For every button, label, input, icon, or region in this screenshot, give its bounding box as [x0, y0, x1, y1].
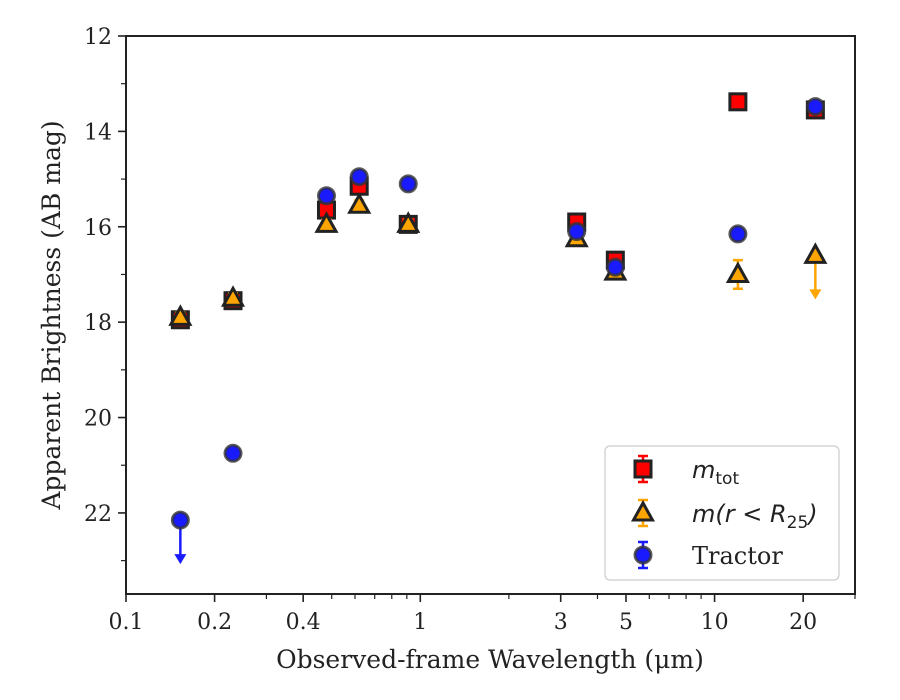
data-point-triangle	[168, 304, 193, 326]
legend: mtot m(r < R25) Tractor	[604, 445, 840, 581]
x-tick-label: 5	[619, 610, 633, 635]
x-axis-title: Observed-frame Wavelength (μm)	[276, 645, 704, 674]
data-marks	[168, 92, 828, 565]
x-tick-label: 0.1	[109, 610, 144, 635]
data-point-circle	[567, 222, 587, 242]
data-point-triangle	[725, 261, 750, 283]
data-point-circle	[349, 167, 369, 187]
data-point-square	[728, 92, 748, 112]
y-tick-label: 20	[84, 407, 112, 432]
plot-frame	[125, 35, 856, 595]
data-point-circle	[170, 510, 190, 530]
data-point-circle	[605, 257, 625, 277]
legend-label: mtot	[692, 456, 739, 489]
data-point-triangle	[396, 211, 421, 233]
data-point-circle	[398, 174, 418, 194]
data-point-circle	[728, 224, 748, 244]
x-tick-label: 1	[413, 610, 427, 635]
data-point-circle	[805, 97, 825, 117]
legend-label: Tractor	[692, 542, 783, 570]
data-point-circle	[223, 443, 243, 463]
legend-marker-square	[633, 459, 653, 479]
x-tick-label: 0.2	[197, 610, 232, 635]
x-tick-label: 20	[789, 610, 817, 635]
data-point-triangle	[347, 192, 372, 214]
data-point-circle	[316, 186, 336, 206]
x-tick-label: 0.4	[286, 610, 321, 635]
legend-marker-triangle	[630, 499, 656, 522]
y-tick-label: 12	[84, 25, 112, 50]
y-axis-ticks: 12 14 16 18 20 22	[84, 25, 126, 562]
x-tick-label: 3	[554, 610, 568, 635]
legend-box	[604, 445, 840, 581]
data-point-triangle	[314, 211, 339, 233]
legend-label: m(r < R25)	[692, 500, 818, 533]
y-tick-label: 22	[84, 502, 112, 527]
y-axis-title: Apparent Brightness (AB mag)	[37, 120, 66, 510]
y-tick-label: 14	[84, 120, 112, 145]
y-tick-label: 18	[84, 311, 112, 336]
data-point-triangle	[220, 285, 246, 307]
series-tractor	[170, 97, 825, 565]
data-point-triangle	[803, 242, 828, 264]
x-tick-label: 10	[701, 610, 729, 635]
y-tick-label: 16	[84, 216, 112, 241]
x-axis-ticks: 0.1 0.2 0.4 1 3 5 10 20	[109, 594, 856, 635]
legend-marker-circle	[633, 545, 653, 565]
